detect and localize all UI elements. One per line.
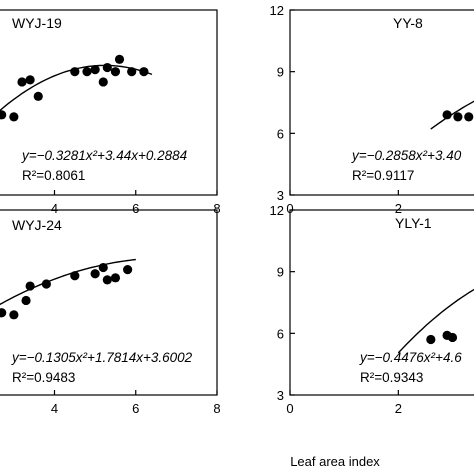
x-tick-label: 0 [286,401,293,416]
data-point [70,67,80,77]
data-point [33,91,43,101]
r-squared: R²=0.8061 [22,168,85,183]
data-point [102,62,112,73]
y-tick-label: 3 [277,188,284,203]
data-point [453,112,463,122]
x-tick-label: 0 [286,201,293,216]
data-point [9,112,19,122]
data-point [447,332,458,343]
y-tick-label: 9 [277,265,284,280]
fit-equation: y=−0.1305x²+1.7814x+3.6002 [11,350,193,365]
x-tick-label: 8 [213,401,220,416]
data-point [82,67,92,77]
r-squared: R²=0.9483 [12,370,75,385]
data-point [123,265,133,275]
panel-4: 02436912YLY-1y=−0.4476x²+4.6R²=0.9343 [270,203,474,416]
x-tick-label: 4 [51,201,58,216]
data-point [442,110,452,120]
data-point [90,269,100,279]
data-point [0,308,7,318]
panel-label: WYJ-19 [12,15,62,31]
fit-equation: y=−0.3281x²+3.44x+0.2884 [21,148,187,163]
data-point [114,54,125,64]
fit-curve [430,100,474,130]
fit-equation: y=−0.4476x²+4.6 [359,350,462,365]
fit-equation: y=−0.2858x²+3.40 [351,148,462,163]
data-point [127,67,137,77]
data-point [21,295,31,306]
data-point [17,77,27,87]
y-tick-label: 12 [270,3,284,18]
y-tick-label: 3 [277,388,284,403]
data-point [102,275,112,285]
y-tick-label: 6 [277,326,284,341]
data-point [139,67,149,77]
r-squared: R²=0.9117 [352,168,414,183]
data-point [98,77,108,87]
panel-3: 2468WYJ-24y=−0.1305x²+1.7814x+3.6002R²=0… [0,209,221,416]
x-tick-label: 2 [395,201,402,216]
plot-frame [289,209,474,396]
fit-curve [0,64,153,112]
data-point [464,112,474,122]
plot-frame [0,209,218,396]
data-point [41,279,51,289]
data-point [0,110,7,120]
plot-frame [289,9,474,196]
data-point [110,273,121,283]
y-tick-label: 9 [277,65,284,80]
panel-label: YLY-1 [395,215,432,231]
panels: 2 4 6 8 WYJ-19 y=−0.3281x²+3.44x+0.2884 R²=0.8… [0,3,474,416]
r-squared: R²=0.9343 [360,370,423,385]
x-tick-label: 4 [51,401,58,416]
y-tick-label: 12 [270,203,284,218]
data-point [9,310,19,320]
x-tick-label: 6 [132,201,139,216]
x-tick-label: 8 [213,201,220,216]
data-point [98,262,108,273]
data-point [25,281,35,291]
shared-x-axis-label: Leaf area index [290,454,380,469]
x-tick-label: 2 [395,401,402,416]
panel-label: WYJ-24 [12,217,62,233]
panel-label: YY-8 [393,15,423,31]
y-tick-label: 6 [277,126,284,141]
fit-curve [397,288,474,354]
data-point [426,334,436,345]
x-tick-label: 6 [132,401,139,416]
panel-1: 2468WYJ-19y=−0.3281x²+3.44x+0.2884R²=0.8… [0,9,221,216]
data-point [70,271,80,281]
data-point [90,65,100,75]
data-point [110,67,121,77]
data-point [25,75,35,85]
